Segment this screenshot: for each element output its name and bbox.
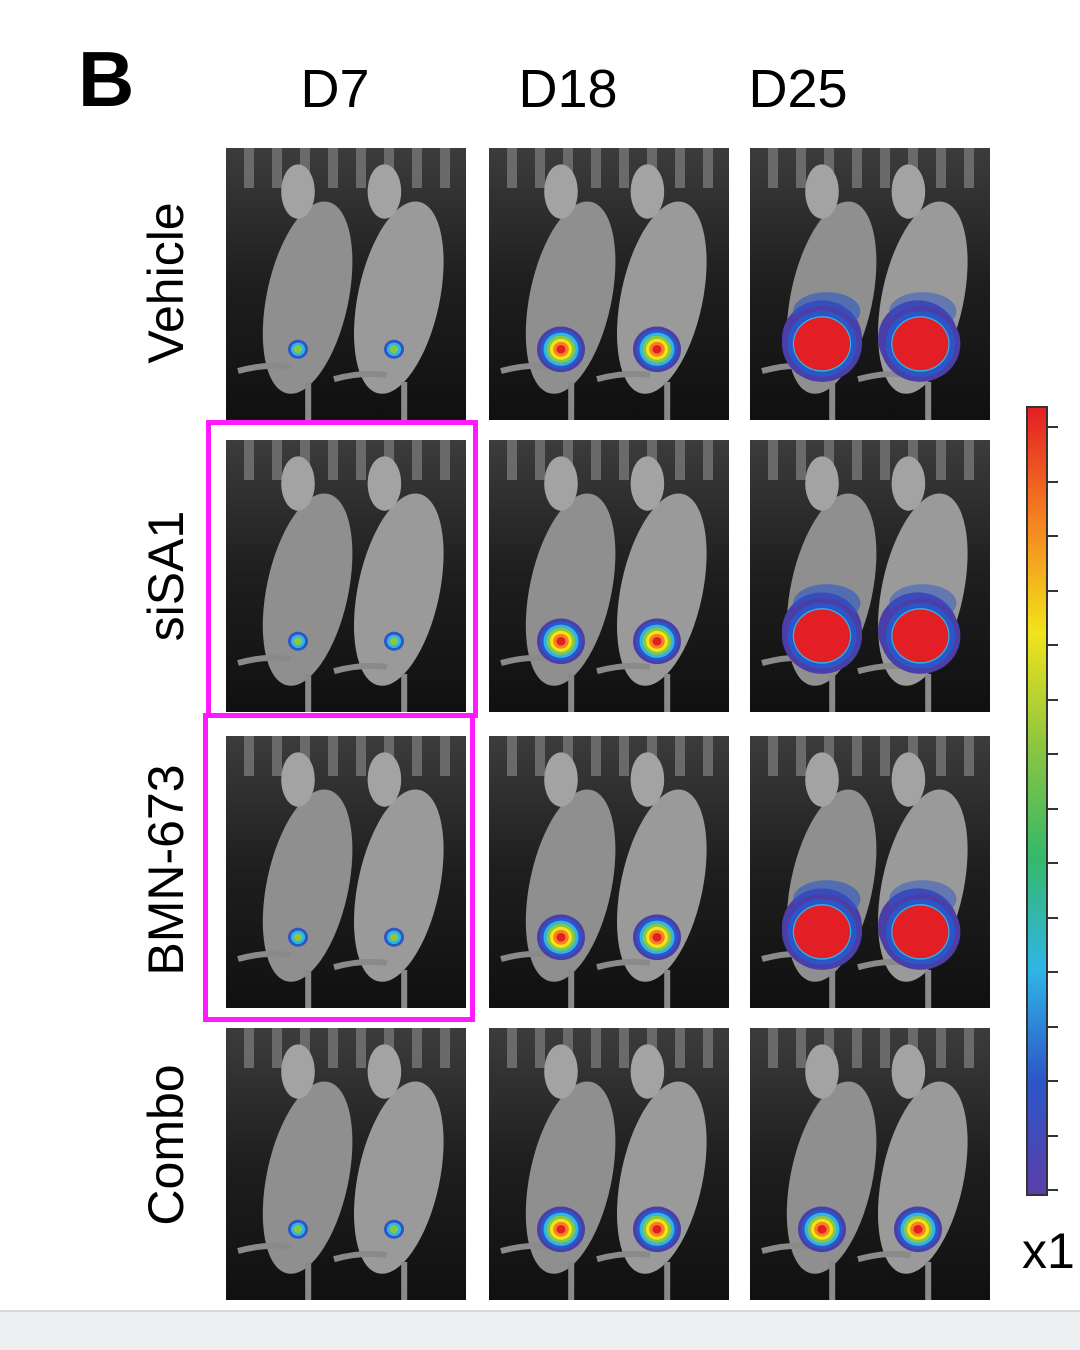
image-tile-vehicle-d7 xyxy=(226,148,466,420)
color-scale-tick xyxy=(1048,589,1058,592)
image-tile-combo-d7 xyxy=(226,1028,466,1300)
color-scale-tick xyxy=(1048,916,1058,919)
image-tile-bmn-673-d25 xyxy=(750,736,990,1008)
image-tile-bmn-673-d7 xyxy=(226,736,466,1008)
column-label-d25: D25 xyxy=(748,59,848,119)
color-scale-tick xyxy=(1048,480,1058,483)
color-scale-unit-label: x1 xyxy=(1022,1223,1075,1279)
color-scale-tick xyxy=(1048,535,1058,537)
bottom-bar xyxy=(0,1310,1080,1350)
color-scale-tick xyxy=(1048,862,1058,864)
row-label-vehicle: Vehicle xyxy=(138,202,194,364)
image-tile-sisa1-d18 xyxy=(489,440,729,712)
panel-label: B xyxy=(78,35,135,123)
image-tile-sisa1-d25 xyxy=(750,440,990,712)
color-scale-tick xyxy=(1048,807,1058,810)
color-scale-tick xyxy=(1048,753,1058,755)
color-scale-tick xyxy=(1048,1025,1058,1028)
row-label-sisa1: siSA1 xyxy=(138,510,194,642)
image-tile-vehicle-d18 xyxy=(489,148,729,420)
color-scale-tick xyxy=(1048,426,1058,428)
image-tile-combo-d25 xyxy=(750,1028,990,1300)
color-scale-tick xyxy=(1048,644,1058,646)
image-tile-bmn-673-d18 xyxy=(489,736,729,1008)
color-scale-tick xyxy=(1048,1134,1058,1137)
intensity-color-scale xyxy=(1026,406,1048,1196)
column-label-d18: D18 xyxy=(518,59,618,119)
image-tile-combo-d18 xyxy=(489,1028,729,1300)
column-label-d7: D7 xyxy=(300,59,370,119)
color-scale-tick xyxy=(1048,1080,1058,1082)
color-scale-tick xyxy=(1048,698,1058,701)
image-tile-sisa1-d7 xyxy=(226,440,466,712)
color-scale-tick xyxy=(1048,1189,1058,1191)
row-label-combo: Combo xyxy=(138,1064,194,1226)
image-tile-vehicle-d25 xyxy=(750,148,990,420)
row-label-bmn-673: BMN-673 xyxy=(138,764,194,976)
color-scale-tick xyxy=(1048,971,1058,973)
